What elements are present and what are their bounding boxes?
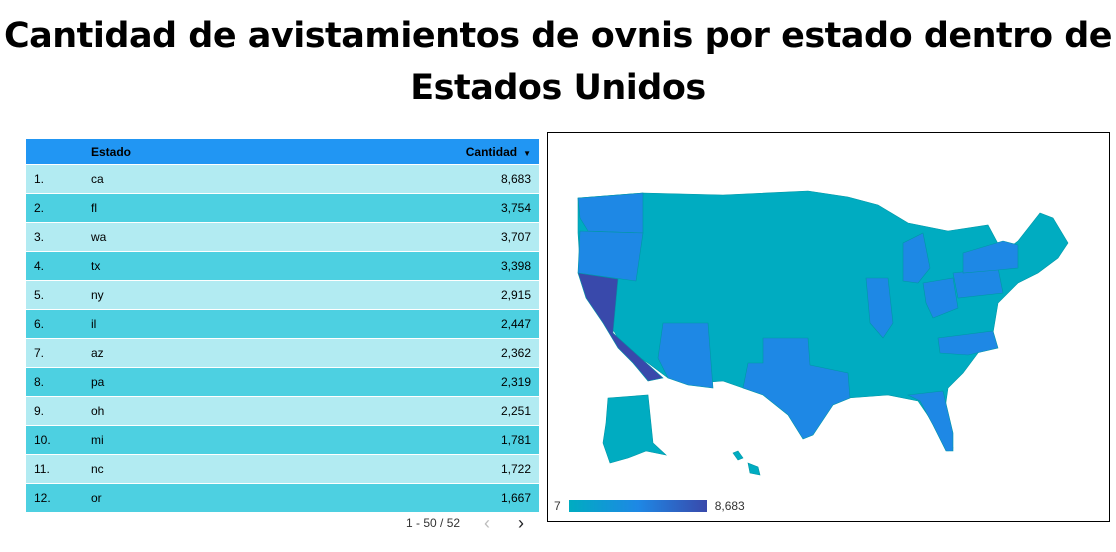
- state-pa: [952, 267, 1004, 299]
- row-index: 12.: [34, 491, 51, 505]
- row-count: 3,707: [500, 230, 531, 244]
- legend-gradient-bar: [568, 500, 707, 512]
- chevron-right-icon[interactable]: ›: [518, 512, 525, 533]
- pagination-range: 1 - 50 / 52: [406, 516, 461, 530]
- state-mi: [902, 232, 931, 284]
- state-table: Estado Cantidad ▼ 1. ca 8,683 2. fl 3,754 3. wa 3…: [26, 139, 539, 512]
- table-header: Estado Cantidad ▼: [26, 139, 539, 164]
- table-row[interactable]: 2. fl 3,754: [26, 193, 539, 222]
- row-index: 9.: [34, 404, 45, 418]
- table-row[interactable]: 4. tx 3,398: [26, 251, 539, 280]
- color-legend: 7 8,683: [554, 497, 745, 515]
- row-state: oh: [91, 404, 105, 418]
- state-ak: [602, 394, 667, 464]
- table-row[interactable]: 8. pa 2,319: [26, 367, 539, 396]
- table-row[interactable]: 7. az 2,362: [26, 338, 539, 367]
- row-index: 8.: [34, 375, 45, 389]
- state-wa: [577, 192, 644, 234]
- chevron-left-icon[interactable]: ‹: [484, 512, 491, 533]
- column-header-state[interactable]: Estado: [91, 144, 132, 159]
- row-state: or: [91, 491, 102, 505]
- state-il: [865, 277, 894, 339]
- row-count: 2,251: [500, 404, 531, 418]
- row-index: 4.: [34, 259, 45, 273]
- pagination: 1 - 50 / 52 ‹ ›: [406, 512, 534, 534]
- row-count: 8,683: [500, 172, 531, 186]
- table-row[interactable]: 12. or 1,667: [26, 483, 539, 512]
- state-ny: [962, 240, 1019, 274]
- column-header-count-label: Cantidad: [465, 144, 518, 159]
- row-state: wa: [91, 230, 107, 244]
- row-count: 2,447: [500, 317, 531, 331]
- state-az: [657, 322, 714, 389]
- state-oh: [922, 277, 959, 319]
- column-header-count[interactable]: Cantidad ▼: [399, 145, 539, 159]
- row-count: 3,754: [500, 201, 531, 215]
- state-fl: [906, 390, 954, 452]
- row-count: 1,667: [500, 491, 531, 505]
- row-index: 11.: [34, 462, 50, 476]
- row-state: fl: [91, 201, 97, 215]
- row-count: 2,319: [500, 375, 531, 389]
- map-panel: [547, 132, 1110, 522]
- row-state: ny: [91, 288, 104, 302]
- state-or: [577, 230, 644, 282]
- state-nc: [937, 330, 999, 356]
- legend-min: 7: [554, 499, 561, 513]
- legend-max: 8,683: [714, 499, 745, 513]
- page-title: Cantidad de avistamientos de ovnis por e…: [3, 16, 1113, 108]
- state-ca: [577, 272, 664, 382]
- row-state: az: [91, 346, 104, 360]
- table-row[interactable]: 5. ny 2,915: [26, 280, 539, 309]
- row-index: 3.: [34, 230, 45, 244]
- state-tx: [742, 337, 851, 440]
- row-state: nc: [91, 462, 104, 476]
- row-count: 1,722: [500, 462, 531, 476]
- table-row[interactable]: 3. wa 3,707: [26, 222, 539, 251]
- row-index: 1.: [34, 172, 45, 186]
- row-state: tx: [91, 259, 101, 273]
- state-hi: [732, 450, 761, 476]
- table-row[interactable]: 1. ca 8,683: [26, 164, 539, 193]
- row-index: 7.: [34, 346, 45, 360]
- sort-desc-icon: ▼: [523, 148, 531, 158]
- row-count: 2,915: [500, 288, 531, 302]
- row-index: 6.: [34, 317, 45, 331]
- row-count: 2,362: [500, 346, 531, 360]
- us-choropleth-map: [577, 190, 1069, 476]
- row-count: 3,398: [500, 259, 531, 273]
- row-index: 5.: [34, 288, 45, 302]
- row-state: il: [91, 317, 97, 331]
- table-row[interactable]: 11. nc 1,722: [26, 454, 539, 483]
- table-row[interactable]: 10. mi 1,781: [26, 425, 539, 454]
- row-count: 1,781: [500, 433, 531, 447]
- row-state: ca: [91, 172, 104, 186]
- table-row[interactable]: 6. il 2,447: [26, 309, 539, 338]
- row-index: 2.: [34, 201, 45, 215]
- row-index: 10.: [34, 433, 51, 447]
- table-body: 1. ca 8,683 2. fl 3,754 3. wa 3,707 4. tx 3,398 5. ny…: [26, 164, 539, 512]
- row-state: pa: [91, 375, 105, 389]
- table-row[interactable]: 9. oh 2,251: [26, 396, 539, 425]
- row-state: mi: [91, 433, 104, 447]
